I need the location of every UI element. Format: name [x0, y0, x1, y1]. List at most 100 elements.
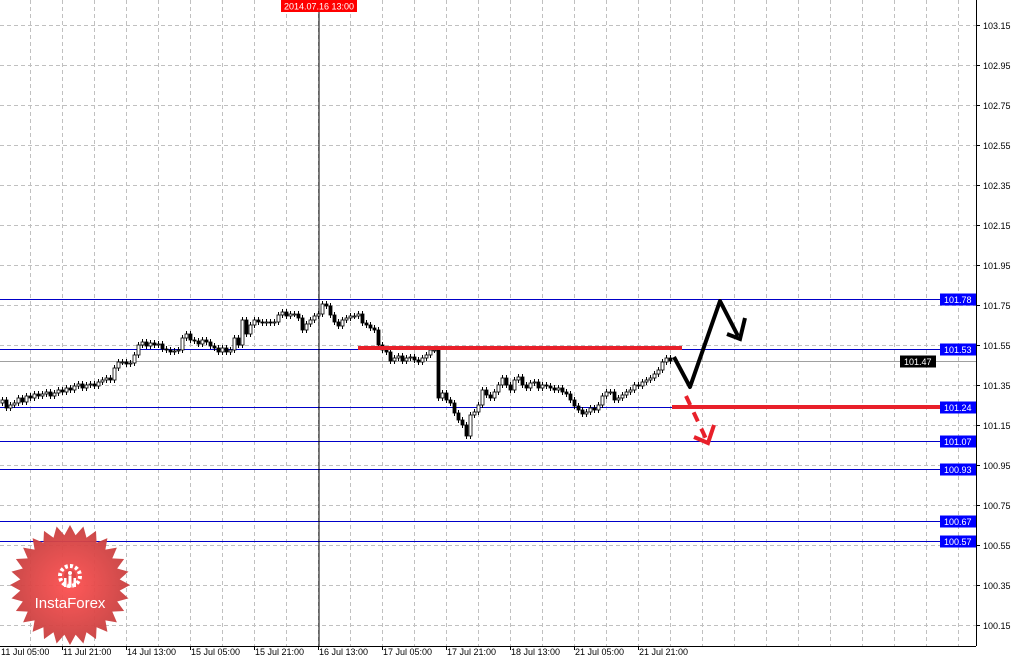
candle-bear: [416, 359, 421, 363]
candle-bull: [432, 349, 437, 352]
candle-bear: [188, 333, 193, 341]
forecast-alt-arrow[interactable]: [684, 395, 710, 444]
candle-bear: [368, 324, 373, 329]
price-axis[interactable]: 103.15 102.95 102.75 102.55 102.35 102.15 101.…: [976, 21, 1011, 631]
candle-bear: [464, 424, 469, 437]
candle-bear: [168, 349, 173, 353]
candle-bear: [260, 321, 265, 324]
candle-bull: [516, 376, 521, 381]
candle-bull: [12, 402, 17, 406]
candle-bear: [524, 384, 529, 389]
candle-bull: [136, 344, 141, 356]
candle-bear: [520, 376, 525, 386]
candle-bear: [332, 314, 337, 323]
price-tick-label: 100.35: [983, 581, 1011, 591]
price-tick-label: 102.55: [983, 141, 1011, 151]
time-axis[interactable]: 11 Jul 05:00 11 Jul 21:00 14 Jul 13:00 15 J…: [0, 646, 688, 657]
candle-bull: [40, 393, 45, 397]
candle-bear: [536, 381, 541, 389]
candle-bull: [56, 389, 61, 394]
candle-bull: [632, 384, 637, 391]
level-label: 101.53: [944, 345, 972, 355]
price-tick-label: 100.95: [983, 461, 1011, 471]
candle-bear: [544, 384, 549, 387]
candle-bull: [428, 349, 433, 356]
forecast-alt-arrow-head: [693, 424, 716, 446]
level-label: 100.93: [944, 465, 972, 475]
candle-bear: [4, 399, 9, 409]
candle-bear: [372, 327, 377, 331]
candle-bear: [636, 384, 641, 387]
price-tick-label: 101.75: [983, 301, 1011, 311]
logo-text: InstaForex: [35, 595, 106, 612]
candle-bear: [412, 356, 417, 361]
candle-bull: [600, 395, 605, 406]
candle-bull: [280, 311, 285, 316]
candle-bear: [80, 383, 85, 389]
candle-bear: [576, 405, 581, 411]
candle-bull: [556, 387, 561, 391]
crosshair-time-text: 2014.07.16 13:00: [284, 2, 354, 12]
candle-bear: [108, 377, 113, 381]
candle-bull: [220, 347, 225, 353]
candle-bear: [376, 329, 381, 346]
candle-bull: [660, 361, 665, 371]
candle-bull: [344, 317, 349, 321]
level-label: 100.57: [944, 537, 972, 547]
candle-bull: [240, 319, 245, 346]
candle-bear: [460, 419, 465, 426]
candle-bull: [472, 411, 477, 416]
level-label: 100.67: [944, 517, 972, 527]
forecast-main-arrow[interactable]: [672, 299, 740, 389]
candle-bull: [656, 369, 661, 375]
candle-bear: [268, 321, 273, 324]
candle-bull: [608, 391, 613, 394]
candle-bear: [124, 361, 129, 365]
candle-bear: [564, 391, 569, 395]
candle-bull: [148, 342, 153, 347]
candle-bear: [236, 337, 241, 346]
level-label: 101.07: [944, 437, 972, 447]
candle-bull: [340, 319, 345, 327]
candle-bull: [584, 411, 589, 415]
crosshair-time-label: 2014.07.16 13:00: [281, 0, 357, 12]
candle-bear: [336, 321, 341, 327]
candle-bear: [196, 340, 201, 345]
candle-bull: [76, 383, 81, 387]
candle-bull: [228, 349, 233, 353]
candle-bull: [32, 393, 37, 399]
candle-bull: [52, 392, 57, 397]
candle-bull: [476, 404, 481, 413]
candle-bear: [448, 399, 453, 404]
candle-bear: [592, 407, 597, 411]
candle-bear: [504, 377, 509, 386]
candle-bull: [88, 383, 93, 386]
candle-bull: [664, 357, 669, 363]
candle-bull: [172, 350, 177, 353]
price-tick-label: 102.95: [983, 61, 1011, 71]
time-tick-label: 15 Jul 21:00: [255, 647, 304, 657]
price-tick-label: 101.95: [983, 261, 1011, 271]
candle-bull: [84, 384, 89, 389]
candle-bull: [392, 357, 397, 362]
level-label-bg: [940, 435, 976, 448]
candles: [0, 301, 673, 439]
candle-bull: [232, 337, 237, 351]
level-label-bg: [940, 343, 976, 356]
candle-bear: [552, 387, 557, 391]
candle-bull: [528, 382, 533, 389]
candle-bear: [284, 311, 289, 317]
candle-bull: [596, 404, 601, 411]
candle-bull: [352, 315, 357, 318]
candle-bear: [144, 341, 149, 347]
instaforex-logo: InstaForex: [10, 525, 130, 645]
candle-bear: [48, 391, 53, 397]
grid: [0, 0, 976, 646]
candle-bull: [100, 379, 105, 383]
candle-bear: [152, 342, 157, 346]
candle-bull: [288, 313, 293, 317]
candle-bull: [320, 303, 325, 315]
price-tick-label: 100.75: [983, 501, 1011, 511]
time-tick-label: 17 Jul 05:00: [383, 647, 432, 657]
